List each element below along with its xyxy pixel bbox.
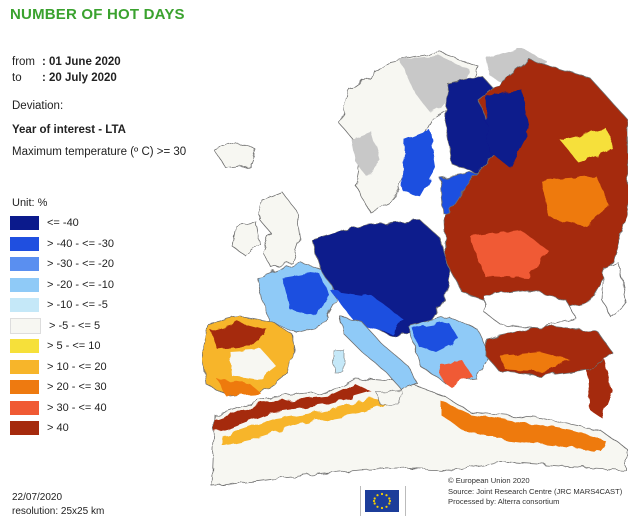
resolution-note: resolution: 25x25 km — [12, 506, 105, 517]
legend-unit: Unit: % — [12, 197, 48, 209]
legend-label: > -40 - <= -30 — [47, 237, 114, 250]
credit-copyright: © European Union 2020 — [448, 476, 530, 485]
legend-item: > 30 - <= 40 — [10, 398, 114, 419]
russia-blue-patch — [486, 90, 530, 168]
legend-item: > -40 - <= -30 — [10, 234, 114, 255]
legend-item: > 5 - <= 10 — [10, 336, 114, 357]
legend-label: > 5 - <= 10 — [47, 340, 101, 353]
comparison-label: Year of interest - LTA — [12, 124, 126, 136]
legend-item: > -20 - <= -10 — [10, 275, 114, 296]
legend-item: <= -40 — [10, 213, 114, 234]
norway-no-data-south — [352, 132, 380, 176]
period-from: from : 01 June 2020 — [12, 56, 121, 68]
iberia-cool-center — [230, 350, 276, 380]
legend-item: > 40 — [10, 418, 114, 439]
russia-yellow-streak — [560, 128, 614, 162]
period-from-label: from — [12, 56, 35, 68]
legend-rows: <= -40 > -40 - <= -30 > -30 - <= -20 > -20 … — [10, 213, 114, 439]
legend-label: > -30 - <= -20 — [47, 258, 114, 271]
greece-hot — [440, 360, 472, 388]
credit-processed: Processed by: Alterra consortium — [448, 497, 560, 506]
eu-logo — [360, 486, 406, 516]
north-africa-hot-band — [215, 384, 372, 432]
map-title: NUMBER OF HOT DAYS — [10, 6, 185, 23]
sicily — [375, 389, 403, 405]
legend-label: > -10 - <= -5 — [47, 299, 108, 312]
balkans-blue — [412, 322, 460, 352]
sweden-blue — [402, 130, 436, 196]
sardinia — [333, 349, 345, 373]
legend-label: > 20 - <= 30 — [47, 381, 107, 394]
deviation-label: Deviation: — [12, 100, 64, 112]
legend-swatch — [10, 421, 39, 436]
legend-label: <= -40 — [47, 217, 79, 230]
legend-item: > 10 - <= 20 — [10, 357, 114, 378]
legend-swatch — [10, 236, 39, 251]
legend-swatch — [10, 317, 41, 334]
central-europe-mid — [330, 290, 402, 334]
legend-swatch — [10, 400, 39, 415]
legend-swatch — [10, 359, 39, 374]
legend-label: > 40 — [47, 422, 69, 435]
issue-date: 22/07/2020 — [12, 492, 63, 503]
legend-swatch — [10, 380, 39, 395]
legend-item: > -5 - <= 5 — [10, 316, 114, 337]
credits: © European Union 2020 Source: Joint Rese… — [448, 476, 622, 508]
russia-mixed-east — [540, 176, 610, 226]
legend-swatch — [10, 257, 39, 272]
legend-swatch — [10, 216, 39, 231]
great-britain — [257, 191, 301, 269]
iceland — [213, 141, 257, 169]
turkey-warm — [500, 352, 570, 372]
legend-swatch — [10, 277, 39, 292]
legend-label: > 10 - <= 20 — [47, 360, 107, 373]
caspian-sea — [601, 261, 627, 319]
condition-label: Maximum temperature (º C) >= 30 — [12, 146, 187, 158]
legend-item: > 20 - <= 30 — [10, 377, 114, 398]
france-blue-core — [282, 272, 330, 316]
legend: Unit: % <= -40 > -40 - <= -30 > -30 - <= -… — [10, 197, 114, 439]
legend-swatch — [10, 298, 39, 313]
legend-swatch — [10, 339, 39, 354]
credit-source: Source: Joint Research Centre (JRC MARS4… — [448, 486, 623, 496]
period-to-label: to — [12, 72, 22, 84]
period-to-value: : 20 July 2020 — [42, 72, 117, 84]
period-to: to : 20 July 2020 — [12, 72, 117, 84]
legend-label: > -5 - <= 5 — [49, 319, 101, 332]
legend-item: > -10 - <= -5 — [10, 295, 114, 316]
period-from-value: : 01 June 2020 — [42, 56, 121, 68]
italy — [339, 315, 419, 391]
north-africa-warm-band — [222, 398, 392, 446]
black-sea — [483, 289, 577, 329]
ukraine-warm — [470, 230, 548, 278]
legend-label: > 30 - <= 40 — [47, 401, 107, 414]
legend-label: > -20 - <= -10 — [47, 278, 114, 291]
eu-flag-icon — [365, 490, 399, 512]
legend-item: > -30 - <= -20 — [10, 254, 114, 275]
iberia-hot-north — [210, 322, 268, 350]
ireland — [231, 221, 261, 257]
iberia-south-hot — [216, 378, 262, 396]
libya-egypt-coast — [440, 400, 605, 452]
